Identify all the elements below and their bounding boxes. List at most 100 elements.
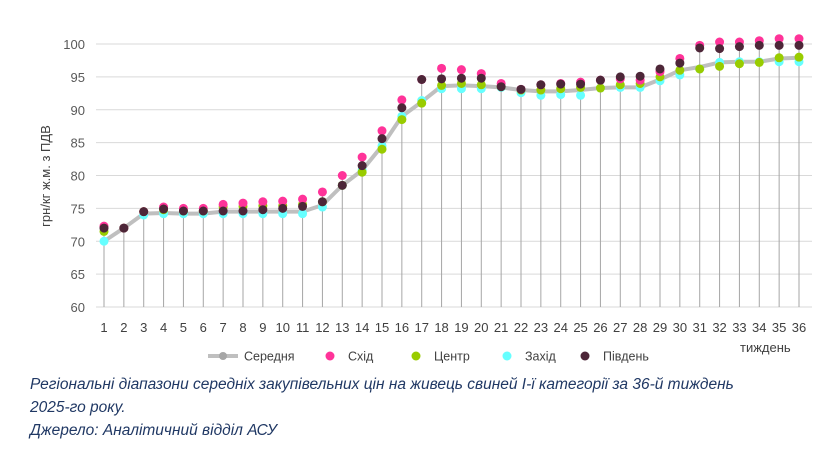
data-point: [397, 115, 407, 125]
x-tick-label: 16: [395, 320, 409, 335]
legend-marker: [580, 351, 590, 361]
data-point: [476, 73, 486, 83]
caption-line-2: 2025-го року.: [30, 399, 126, 416]
data-point: [317, 197, 327, 207]
series-line-average: [102, 55, 800, 243]
legend-marker: [219, 352, 227, 360]
data-point: [258, 205, 268, 215]
data-point: [278, 203, 288, 213]
x-tick-label: 3: [140, 320, 147, 335]
y-axis-label: грн/кг ж.м. з ПДВ: [38, 125, 53, 227]
gridlines: [96, 43, 812, 308]
data-point: [178, 206, 188, 216]
data-point: [774, 34, 784, 44]
data-point: [357, 167, 367, 177]
data-point: [456, 73, 466, 83]
x-tick-label: 15: [375, 320, 389, 335]
x-tick-label: 6: [200, 320, 207, 335]
x-tick-label: 19: [454, 320, 468, 335]
x-tick-label: 25: [573, 320, 587, 335]
y-tick-label: 60: [71, 300, 85, 315]
x-tick-label: 18: [434, 320, 448, 335]
data-point: [794, 40, 804, 50]
data-point: [238, 206, 248, 216]
data-point: [675, 65, 685, 75]
x-tick-label: 2: [120, 320, 127, 335]
legend-marker: [411, 351, 421, 361]
y-tick-label: 95: [71, 70, 85, 85]
data-point: [198, 206, 208, 216]
x-tick-label: 28: [633, 320, 647, 335]
data-point: [317, 187, 327, 197]
data-point: [377, 144, 387, 154]
data-point: [734, 59, 744, 69]
data-point: [258, 197, 268, 207]
data-point: [99, 223, 109, 233]
data-point: [754, 40, 764, 50]
x-tick-label: 27: [613, 320, 627, 335]
x-tick-label: 17: [414, 320, 428, 335]
y-tick-label: 75: [71, 201, 85, 216]
x-axis-label: тиждень: [740, 340, 791, 355]
data-point: [655, 64, 665, 74]
data-point: [496, 82, 506, 92]
caption-line-1: Регіональні діапазони середніх закупівел…: [30, 376, 734, 393]
data-point: [774, 40, 784, 50]
data-point: [595, 83, 605, 93]
x-tick-label: 12: [315, 320, 329, 335]
data-point: [675, 58, 685, 68]
data-point: [456, 65, 466, 75]
x-tick-label: 24: [553, 320, 567, 335]
x-tick-label: 29: [653, 320, 667, 335]
caption-line-3: Джерело: Аналітичний відділ АСУ: [30, 422, 277, 439]
data-point: [397, 95, 407, 105]
legend-marker: [502, 351, 512, 361]
legend-label: Центр: [434, 350, 470, 364]
x-tick-label: 30: [673, 320, 687, 335]
data-point: [516, 84, 526, 94]
x-tick-label: 14: [355, 320, 369, 335]
data-point: [278, 196, 288, 206]
y-tick-label: 65: [71, 267, 85, 282]
data-point: [774, 53, 784, 63]
data-point: [576, 90, 586, 100]
data-point: [298, 194, 308, 204]
data-point: [298, 201, 308, 211]
data-point: [298, 209, 308, 219]
y-tick-label: 100: [63, 37, 85, 52]
x-tick-label: 1: [100, 320, 107, 335]
y-tick-labels: 60 65 70 75 80 85 90 95 100: [63, 37, 85, 315]
data-point: [337, 180, 347, 190]
y-tick-label: 90: [71, 103, 85, 118]
x-tick-label: 26: [593, 320, 607, 335]
caption: Регіональні діапазони середніх закупівел…: [30, 373, 830, 442]
data-point: [417, 98, 427, 108]
data-point: [695, 64, 705, 74]
x-tick-label: 35: [772, 320, 786, 335]
x-tick-labels: 1 2 3 4 5 6 7 8 9 10 11 12 13 14 15 16 17 18 19 20 21 22 23 24 2…: [100, 320, 806, 335]
data-point: [715, 37, 725, 47]
data-point: [556, 79, 566, 89]
data-point: [218, 199, 228, 209]
legend-label: Захід: [525, 350, 557, 364]
data-point: [139, 207, 149, 217]
series-layer: [99, 34, 804, 246]
data-point: [437, 63, 447, 73]
data-point: [99, 236, 109, 246]
x-tick-label: 34: [752, 320, 766, 335]
x-tick-label: 13: [335, 320, 349, 335]
y-tick-label: 80: [71, 169, 85, 184]
data-point: [159, 204, 169, 214]
data-point: [437, 80, 447, 90]
x-tick-label: 33: [732, 320, 746, 335]
y-tick-label: 70: [71, 234, 85, 249]
y-tick-label: 85: [71, 136, 85, 151]
data-point: [695, 43, 705, 53]
data-point: [794, 52, 804, 62]
data-point: [218, 206, 228, 216]
data-point: [238, 198, 248, 208]
data-point: [635, 71, 645, 81]
data-point: [576, 79, 586, 89]
data-point: [715, 44, 725, 54]
